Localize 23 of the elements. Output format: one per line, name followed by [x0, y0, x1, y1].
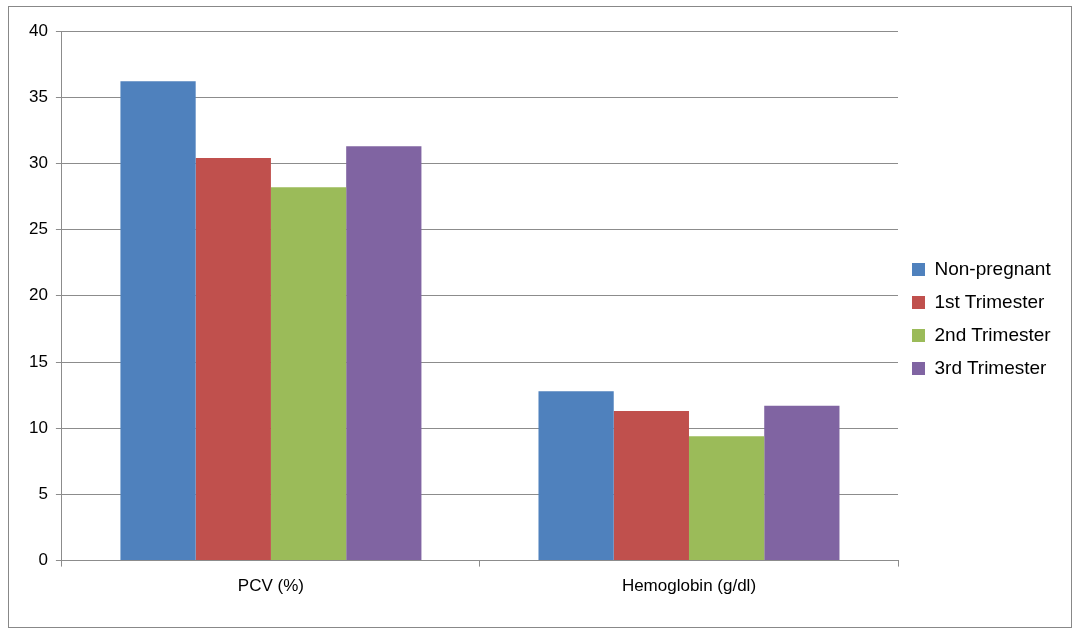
x-tick-label: Hemoglobin (g/dl) — [621, 576, 757, 596]
legend-label: 2nd Trimester — [934, 323, 1052, 345]
y-tick-label: 20 — [28, 285, 48, 305]
bar — [688, 436, 765, 561]
y-tick-label: 5 — [38, 484, 48, 504]
bar — [613, 410, 689, 561]
y-tick-label: 40 — [28, 20, 48, 40]
y-tick-label: 35 — [28, 86, 48, 106]
bar — [270, 187, 347, 561]
legend-label: Non-pregnant — [934, 257, 1052, 279]
bar — [120, 81, 196, 561]
y-tick-label: 30 — [28, 153, 48, 173]
y-tick-label: 25 — [28, 219, 48, 239]
y-tick-label: 15 — [28, 351, 48, 371]
bar — [195, 158, 271, 561]
bar — [538, 391, 614, 561]
legend-label: 1st Trimester — [934, 290, 1045, 312]
x-tick-label: PCV (%) — [237, 576, 304, 596]
bar — [764, 405, 840, 561]
y-tick-label: 10 — [28, 417, 48, 437]
bar — [346, 146, 422, 561]
y-tick-label: 0 — [38, 550, 48, 570]
legend-label: 3rd Trimester — [934, 356, 1048, 378]
